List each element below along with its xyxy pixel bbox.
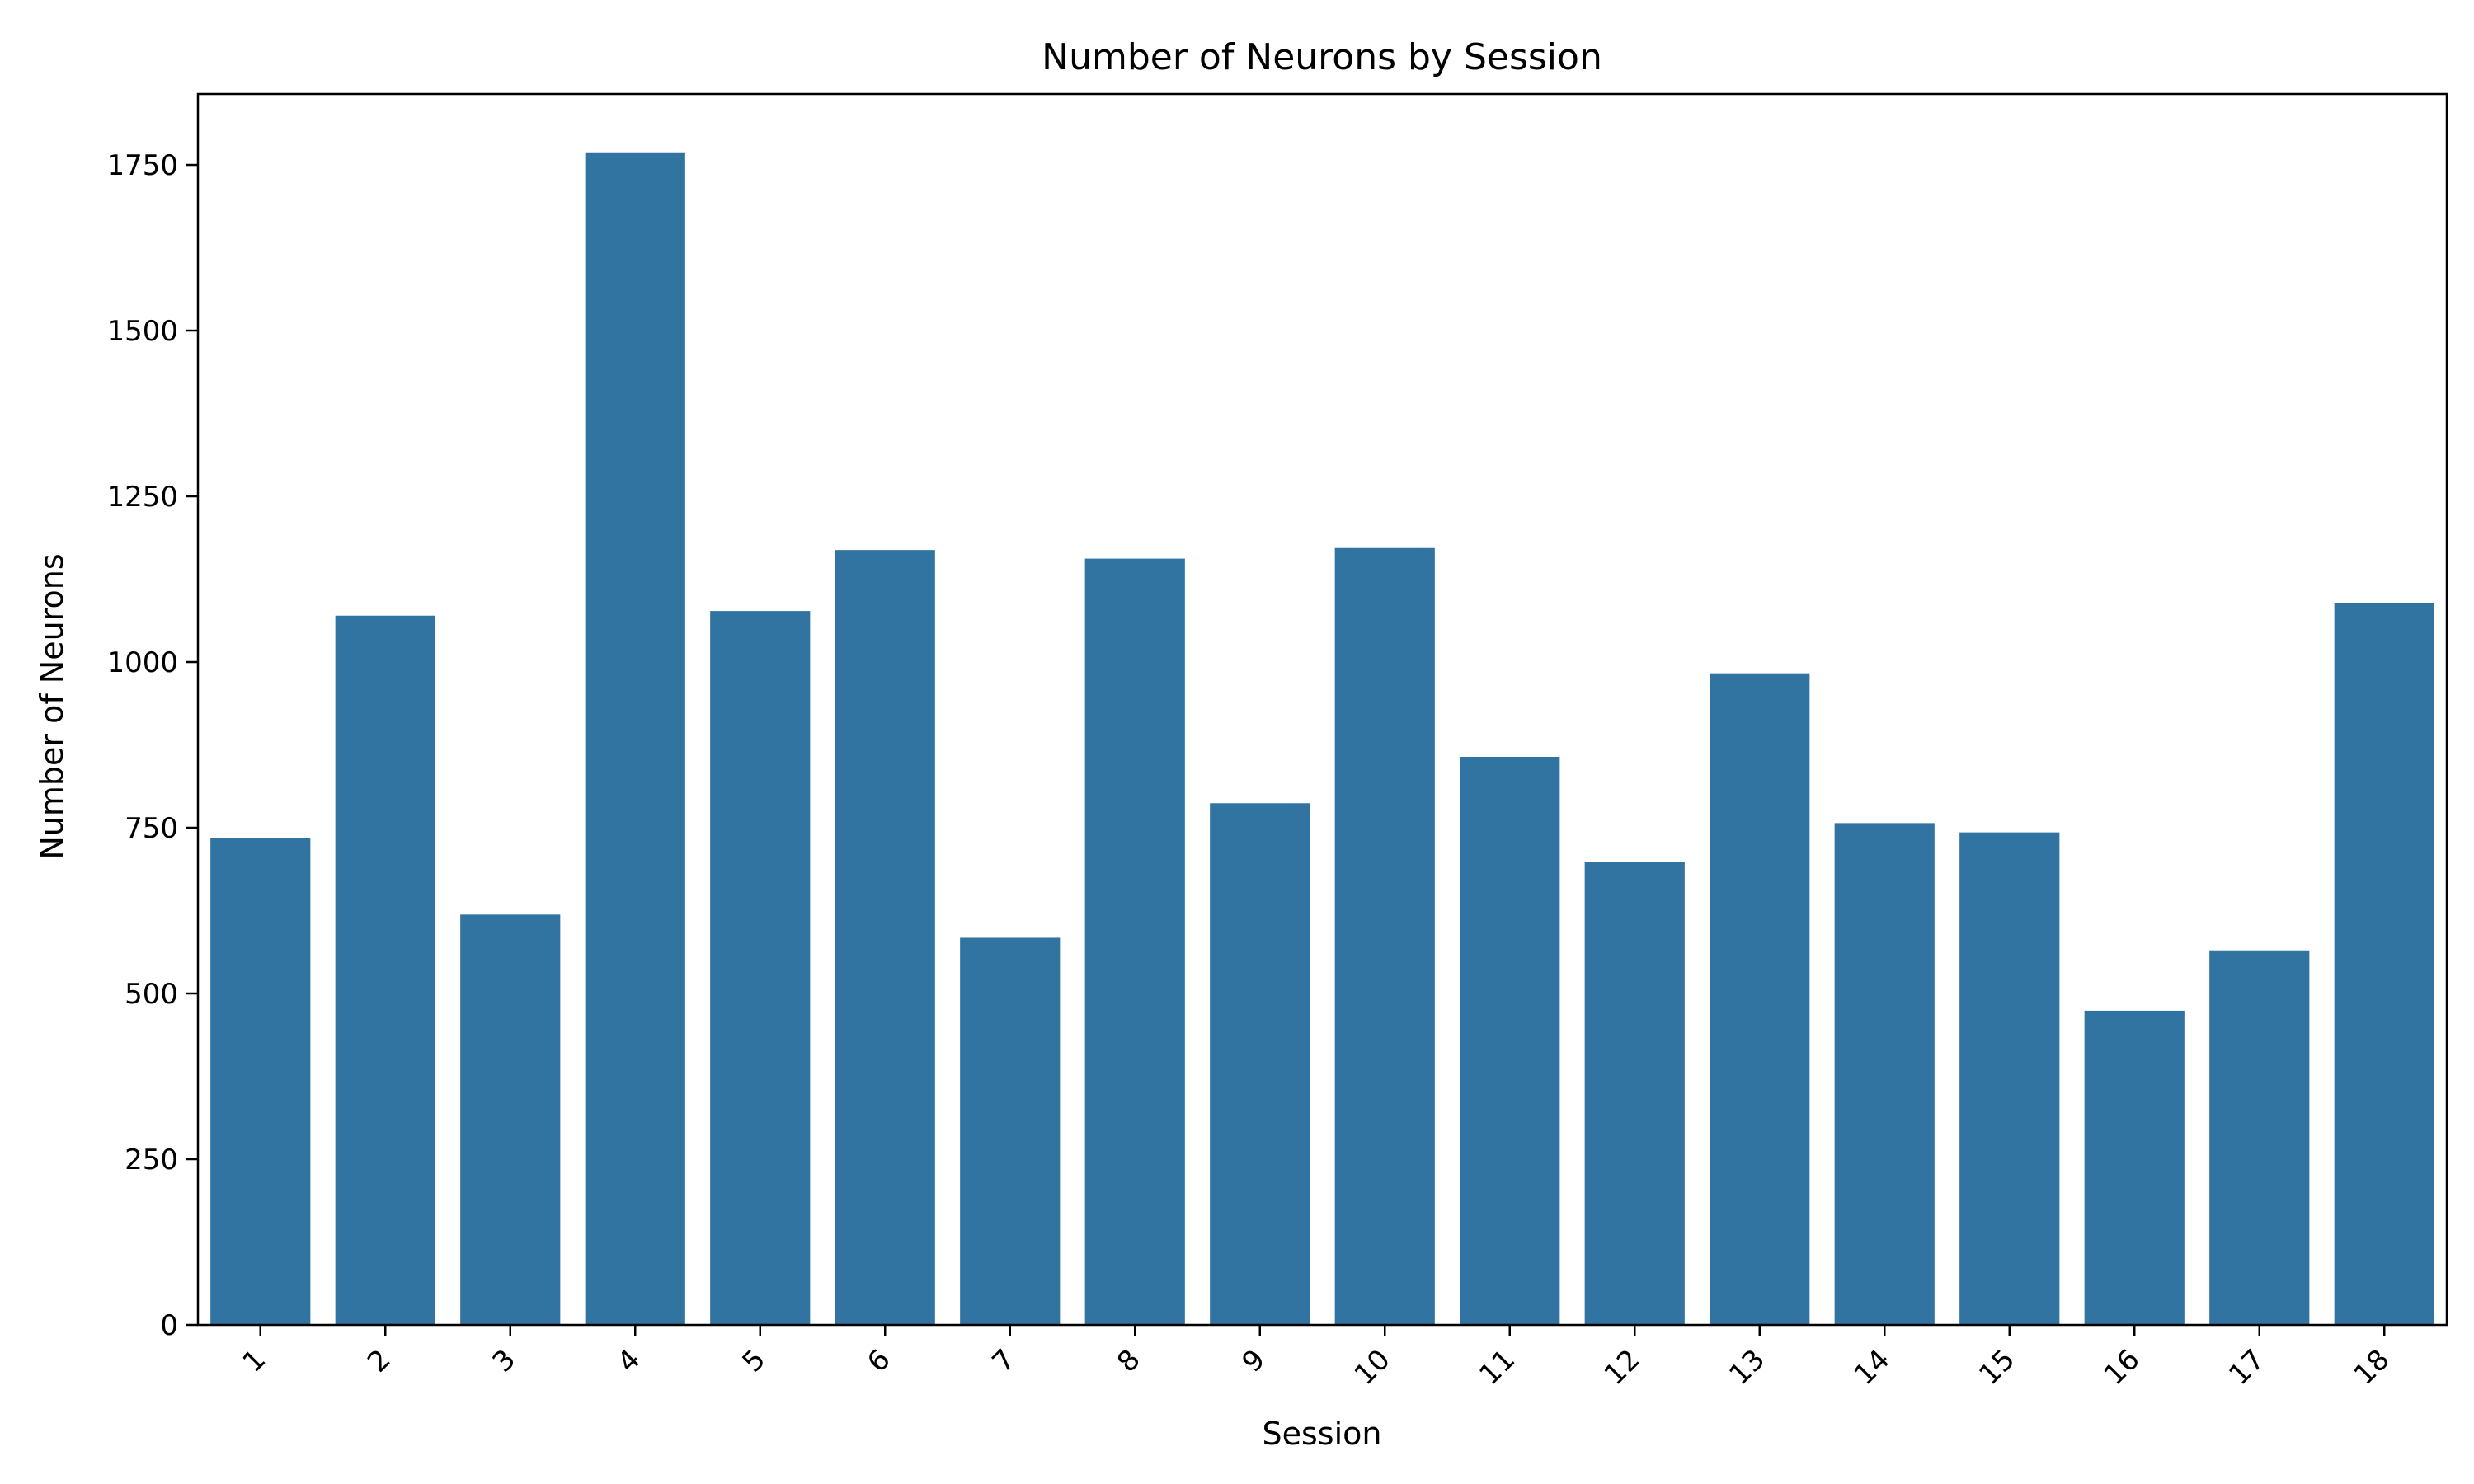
chart-title: Number of Neurons by Session	[1042, 36, 1602, 78]
x-tick-label-8: 8	[1111, 1343, 1147, 1379]
bar-session-4	[585, 152, 685, 1325]
bar-session-5	[710, 611, 811, 1325]
x-tick-label-14: 14	[1848, 1343, 1897, 1392]
x-tick-label-11: 11	[1473, 1343, 1522, 1392]
x-tick-label-5: 5	[736, 1343, 773, 1379]
plot-frame	[196, 92, 2448, 1327]
x-tick-label-9: 9	[1236, 1343, 1272, 1379]
bar-session-17	[2209, 950, 2310, 1325]
y-tick-label: 250	[125, 1144, 178, 1176]
x-tick-label-7: 7	[986, 1343, 1023, 1379]
bar-session-13	[1710, 673, 1810, 1325]
x-tick-label-13: 13	[1723, 1343, 1771, 1392]
y-tick-label: 1500	[106, 315, 178, 348]
x-tick-label-2: 2	[361, 1343, 397, 1379]
bar-session-9	[1210, 803, 1310, 1325]
bar-session-6	[835, 550, 935, 1325]
x-tick-label-1: 1	[237, 1343, 273, 1379]
y-tick-label: 0	[160, 1309, 178, 1342]
bar-session-14	[1834, 823, 1935, 1325]
bar-session-11	[1460, 756, 1560, 1325]
x-axis-label: Session	[1263, 1416, 1382, 1452]
y-tick-label: 500	[125, 978, 178, 1011]
bar-session-16	[2084, 1010, 2185, 1325]
bar-session-1	[210, 838, 311, 1325]
x-tick-label-16: 16	[2098, 1343, 2147, 1392]
x-tick-label-12: 12	[1598, 1343, 1647, 1392]
y-tick-label: 1250	[106, 481, 178, 514]
y-tick-label: 1750	[106, 149, 178, 182]
y-tick-label: 750	[125, 812, 178, 845]
bar-session-15	[1959, 832, 2060, 1325]
x-tick-label-3: 3	[487, 1343, 523, 1379]
x-tick-label-10: 10	[1348, 1343, 1397, 1392]
bar-session-18	[2334, 603, 2434, 1325]
x-tick-label-6: 6	[861, 1343, 897, 1379]
bar-session-10	[1334, 547, 1435, 1325]
x-tick-label-17: 17	[2222, 1343, 2271, 1392]
x-tick-label-4: 4	[611, 1343, 647, 1379]
bar-session-12	[1584, 862, 1685, 1325]
bar-session-3	[460, 914, 561, 1325]
y-tick-label: 1000	[106, 646, 178, 679]
y-axis-label: Number of Neurons	[34, 553, 70, 859]
bar-session-8	[1084, 558, 1185, 1325]
x-axis: 1 2 3 4 5 6 7 8 9 10 11 12 13 14 15 16 17 18	[237, 1325, 2396, 1392]
bars-group	[210, 152, 2434, 1325]
bar-session-2	[335, 615, 435, 1325]
x-tick-label-18: 18	[2348, 1343, 2396, 1392]
x-tick-label-15: 15	[1973, 1343, 2021, 1392]
bar-session-7	[960, 937, 1061, 1325]
y-axis: 0 250 500 750 1000 1250 1500 1750	[106, 149, 198, 1342]
